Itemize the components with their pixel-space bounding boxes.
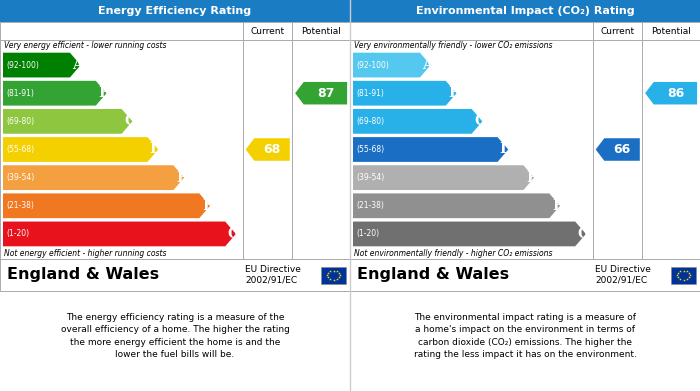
Polygon shape — [3, 109, 132, 134]
Text: A: A — [73, 58, 83, 72]
Text: C: C — [124, 114, 135, 128]
Text: (55-68): (55-68) — [6, 145, 34, 154]
Polygon shape — [3, 222, 236, 246]
Text: (1-20): (1-20) — [356, 230, 379, 239]
Polygon shape — [3, 194, 210, 218]
Text: D: D — [500, 142, 512, 156]
Bar — [321, 267, 346, 283]
Text: EU Directive
2002/91/EC: EU Directive 2002/91/EC — [245, 265, 301, 285]
Text: England & Wales: England & Wales — [357, 267, 509, 283]
Text: Potential: Potential — [301, 27, 341, 36]
Polygon shape — [596, 138, 640, 161]
Bar — [0, 259, 350, 291]
Text: (92-100): (92-100) — [356, 61, 389, 70]
Text: (21-38): (21-38) — [356, 201, 384, 210]
Text: (69-80): (69-80) — [356, 117, 384, 126]
Text: (81-91): (81-91) — [356, 89, 384, 98]
Text: 86: 86 — [668, 87, 685, 100]
Text: E: E — [176, 170, 187, 185]
Polygon shape — [3, 137, 158, 162]
Text: (39-54): (39-54) — [6, 173, 34, 182]
Text: England & Wales: England & Wales — [7, 267, 159, 283]
Text: 66: 66 — [613, 143, 631, 156]
Polygon shape — [295, 82, 347, 104]
Text: Energy Efficiency Rating: Energy Efficiency Rating — [99, 6, 251, 16]
Polygon shape — [353, 194, 560, 218]
Text: (69-80): (69-80) — [6, 117, 34, 126]
Polygon shape — [645, 82, 697, 104]
Polygon shape — [3, 53, 80, 77]
Text: B: B — [98, 86, 110, 100]
Text: Not environmentally friendly - higher CO₂ emissions: Not environmentally friendly - higher CO… — [354, 249, 552, 258]
Text: Very environmentally friendly - lower CO₂ emissions: Very environmentally friendly - lower CO… — [354, 41, 552, 50]
Text: B: B — [448, 86, 460, 100]
Polygon shape — [3, 81, 106, 106]
Text: Potential: Potential — [651, 27, 691, 36]
Text: (39-54): (39-54) — [356, 173, 384, 182]
Text: EU Directive
2002/91/EC: EU Directive 2002/91/EC — [595, 265, 651, 285]
Bar — [350, 0, 700, 22]
Text: F: F — [552, 199, 562, 213]
Text: C: C — [474, 114, 485, 128]
Polygon shape — [353, 222, 586, 246]
Text: F: F — [202, 199, 212, 213]
Bar — [350, 259, 700, 291]
Bar — [671, 267, 696, 283]
Bar — [0, 0, 350, 22]
Polygon shape — [353, 53, 430, 77]
Text: E: E — [526, 170, 537, 185]
Text: Environmental Impact (CO₂) Rating: Environmental Impact (CO₂) Rating — [416, 6, 634, 16]
Text: (81-91): (81-91) — [6, 89, 34, 98]
Text: The energy efficiency rating is a measure of the
overall efficiency of a home. T: The energy efficiency rating is a measur… — [61, 313, 289, 359]
Bar — [0, 22, 350, 259]
Text: G: G — [578, 227, 589, 241]
Text: (21-38): (21-38) — [6, 201, 34, 210]
Polygon shape — [246, 138, 290, 161]
Text: 68: 68 — [263, 143, 281, 156]
Polygon shape — [353, 165, 534, 190]
Text: G: G — [228, 227, 239, 241]
Text: Current: Current — [251, 27, 285, 36]
Polygon shape — [3, 165, 184, 190]
Polygon shape — [353, 81, 456, 106]
Polygon shape — [353, 109, 482, 134]
Text: (1-20): (1-20) — [6, 230, 29, 239]
Text: D: D — [150, 142, 162, 156]
Text: (92-100): (92-100) — [6, 61, 39, 70]
Text: 87: 87 — [318, 87, 335, 100]
Polygon shape — [353, 137, 508, 162]
Text: Very energy efficient - lower running costs: Very energy efficient - lower running co… — [4, 41, 167, 50]
Text: Not energy efficient - higher running costs: Not energy efficient - higher running co… — [4, 249, 167, 258]
Text: Current: Current — [601, 27, 635, 36]
Bar — [350, 22, 700, 259]
Text: A: A — [423, 58, 433, 72]
Text: The environmental impact rating is a measure of
a home's impact on the environme: The environmental impact rating is a mea… — [414, 313, 636, 359]
Text: (55-68): (55-68) — [356, 145, 384, 154]
